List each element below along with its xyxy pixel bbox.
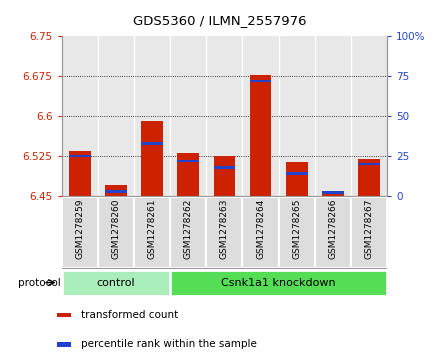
Bar [242,36,279,196]
Text: GSM1278266: GSM1278266 [328,199,337,260]
Bar [358,163,380,166]
Bar [98,36,134,196]
Text: GSM1278264: GSM1278264 [256,199,265,259]
Bar [250,80,271,82]
FancyBboxPatch shape [170,270,387,296]
Bar [57,313,71,317]
FancyBboxPatch shape [134,197,170,268]
Bar [170,36,206,196]
FancyBboxPatch shape [206,197,242,268]
Bar [134,36,170,196]
Text: control: control [96,278,135,287]
Bar [57,342,71,347]
Text: Csnk1a1 knockdown: Csnk1a1 knockdown [221,278,336,287]
Bar [315,36,351,196]
Text: GSM1278259: GSM1278259 [75,199,84,260]
Text: GSM1278267: GSM1278267 [365,199,374,260]
Text: GDS5360 / ILMN_2557976: GDS5360 / ILMN_2557976 [133,15,307,28]
Bar [322,192,344,194]
Bar [286,163,308,196]
Bar [177,154,199,196]
Bar [286,172,308,175]
FancyBboxPatch shape [242,197,279,268]
FancyBboxPatch shape [170,197,206,268]
FancyBboxPatch shape [62,270,170,296]
FancyBboxPatch shape [279,197,315,268]
Bar [250,75,271,196]
Bar [69,151,91,196]
Bar [105,190,127,192]
Bar [69,155,91,158]
Text: GSM1278263: GSM1278263 [220,199,229,260]
Bar [206,36,242,196]
FancyBboxPatch shape [351,197,387,268]
Bar [105,185,127,196]
Bar [279,36,315,196]
FancyBboxPatch shape [62,197,98,268]
Bar [322,192,344,196]
Bar [141,142,163,144]
Bar [213,156,235,196]
Bar [213,166,235,168]
Text: protocol: protocol [18,278,61,287]
Bar [141,122,163,196]
Bar [177,160,199,162]
Text: GSM1278260: GSM1278260 [111,199,121,260]
Text: GSM1278261: GSM1278261 [147,199,157,260]
Text: transformed count: transformed count [81,310,178,320]
Text: percentile rank within the sample: percentile rank within the sample [81,339,257,350]
Text: GSM1278262: GSM1278262 [184,199,193,259]
Bar [62,36,98,196]
Text: GSM1278265: GSM1278265 [292,199,301,260]
Bar [358,159,380,196]
Bar [351,36,387,196]
FancyBboxPatch shape [98,197,134,268]
FancyBboxPatch shape [315,197,351,268]
